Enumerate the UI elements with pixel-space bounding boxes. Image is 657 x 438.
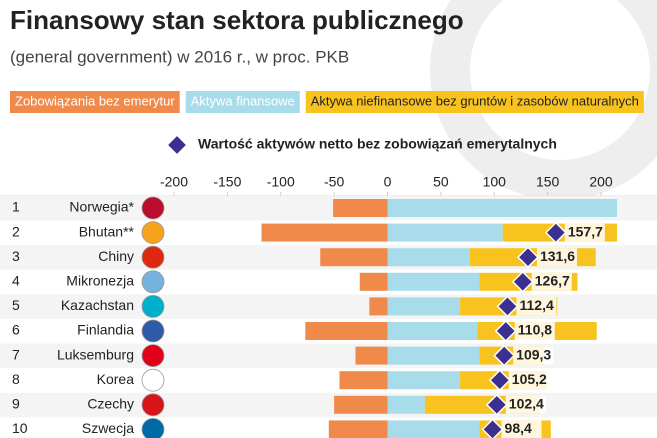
rank-label: 10: [12, 420, 28, 436]
x-tick-label: -150: [213, 174, 241, 190]
category-label: Czechy: [87, 396, 134, 412]
marker: [544, 221, 567, 244]
category-label: Kazachstan: [61, 297, 134, 313]
flag: [141, 221, 165, 245]
flag: [141, 270, 165, 294]
bar: [387, 297, 461, 316]
bar: [333, 199, 388, 217]
rank-label: 4: [12, 273, 20, 289]
value-label: 126,7: [535, 273, 570, 289]
flag: [141, 196, 165, 220]
x-tick-label: 50: [433, 174, 449, 190]
value-label: 105,2: [512, 371, 547, 387]
row-band: [0, 392, 657, 418]
category-label: Szwecja: [82, 420, 134, 436]
legend-label: Aktywa finansowe: [191, 93, 295, 108]
flag: [141, 393, 165, 417]
marker: [511, 270, 534, 293]
legend-swatch: [185, 91, 300, 113]
flag: [141, 418, 165, 438]
x-tick-label: 100: [483, 174, 507, 190]
bar: [387, 420, 480, 438]
bar: [387, 346, 480, 365]
chart-subtitle: (general government) w 2016 r., w proc. …: [10, 47, 349, 66]
legend-label: Wartość aktywów netto bez zobowiązań eme…: [198, 136, 557, 152]
rank-label: 3: [12, 248, 20, 264]
flag: [141, 368, 165, 392]
category-label: Bhutan**: [79, 223, 135, 239]
legend-marker: [166, 134, 188, 156]
bar: [261, 223, 388, 242]
bar: [387, 395, 425, 414]
value-label-bg: [516, 297, 557, 316]
bar: [387, 272, 480, 291]
legend-swatch: [305, 91, 644, 113]
value-label-bg: [531, 272, 572, 291]
marker: [485, 393, 508, 416]
bar: [320, 248, 388, 267]
x-tick-label: -50: [324, 174, 344, 190]
bar: [387, 322, 478, 340]
x-tick-label: 0: [384, 174, 392, 190]
bar: [387, 371, 461, 390]
bar: [359, 272, 388, 291]
bar: [369, 297, 388, 316]
marker: [488, 369, 511, 392]
x-tick-label: -200: [160, 174, 188, 190]
background-logo: [430, 0, 657, 200]
value-label-bg: [564, 223, 605, 242]
category-label: Mikronezja: [66, 273, 134, 289]
marker: [481, 418, 504, 438]
flag: [141, 294, 165, 318]
value-label: 98,4: [505, 420, 532, 436]
bar: [334, 395, 388, 414]
value-label-bg: [513, 346, 554, 365]
legend-swatch: [10, 91, 180, 113]
category-label: Finlandia: [77, 322, 134, 338]
rank-label: 9: [12, 396, 20, 412]
value-label-bg: [514, 322, 555, 340]
value-label-bg: [501, 420, 542, 438]
bar: [387, 248, 470, 267]
marker: [517, 246, 539, 269]
marker: [494, 320, 517, 342]
bar: [328, 420, 388, 438]
value-label: 109,3: [516, 346, 551, 362]
value-label: 157,7: [568, 223, 603, 239]
category-label: Korea: [97, 371, 135, 387]
bar: [355, 346, 388, 365]
rank-label: 2: [12, 223, 20, 239]
value-label-bg: [508, 371, 549, 390]
marker: [493, 344, 516, 367]
bar: [339, 371, 388, 390]
legend-label: Aktywa niefinansowe bez gruntów i zasobó…: [311, 93, 639, 108]
bar: [305, 322, 388, 340]
category-label: Chiny: [98, 248, 134, 264]
x-tick-label: 200: [589, 174, 613, 190]
rank-label: 6: [12, 322, 20, 338]
x-tick-label: -100: [267, 174, 295, 190]
flag: [141, 344, 165, 368]
category-label: Norwegia*: [69, 199, 134, 215]
flag: [141, 245, 165, 269]
rank-label: 7: [12, 346, 20, 362]
marker: [496, 295, 519, 318]
value-label: 110,8: [518, 322, 552, 338]
category-label: Luksemburg: [57, 346, 134, 362]
value-label-bg: [505, 395, 546, 414]
legend-label: Zobowiązania bez emerytur: [15, 93, 175, 108]
value-label: 102,4: [509, 396, 544, 412]
bar: [387, 223, 503, 242]
value-label: 131,6: [540, 248, 575, 264]
rank-label: 1: [12, 199, 20, 215]
rank-label: 5: [12, 297, 20, 313]
value-label-bg: [536, 248, 577, 267]
flag: [141, 319, 165, 343]
rank-label: 8: [12, 371, 20, 387]
chart-title: Finansowy stan sektora publicznego: [10, 5, 464, 35]
bar: [387, 199, 617, 217]
value-label: 112,4: [519, 297, 553, 313]
x-tick-label: 150: [536, 174, 560, 190]
